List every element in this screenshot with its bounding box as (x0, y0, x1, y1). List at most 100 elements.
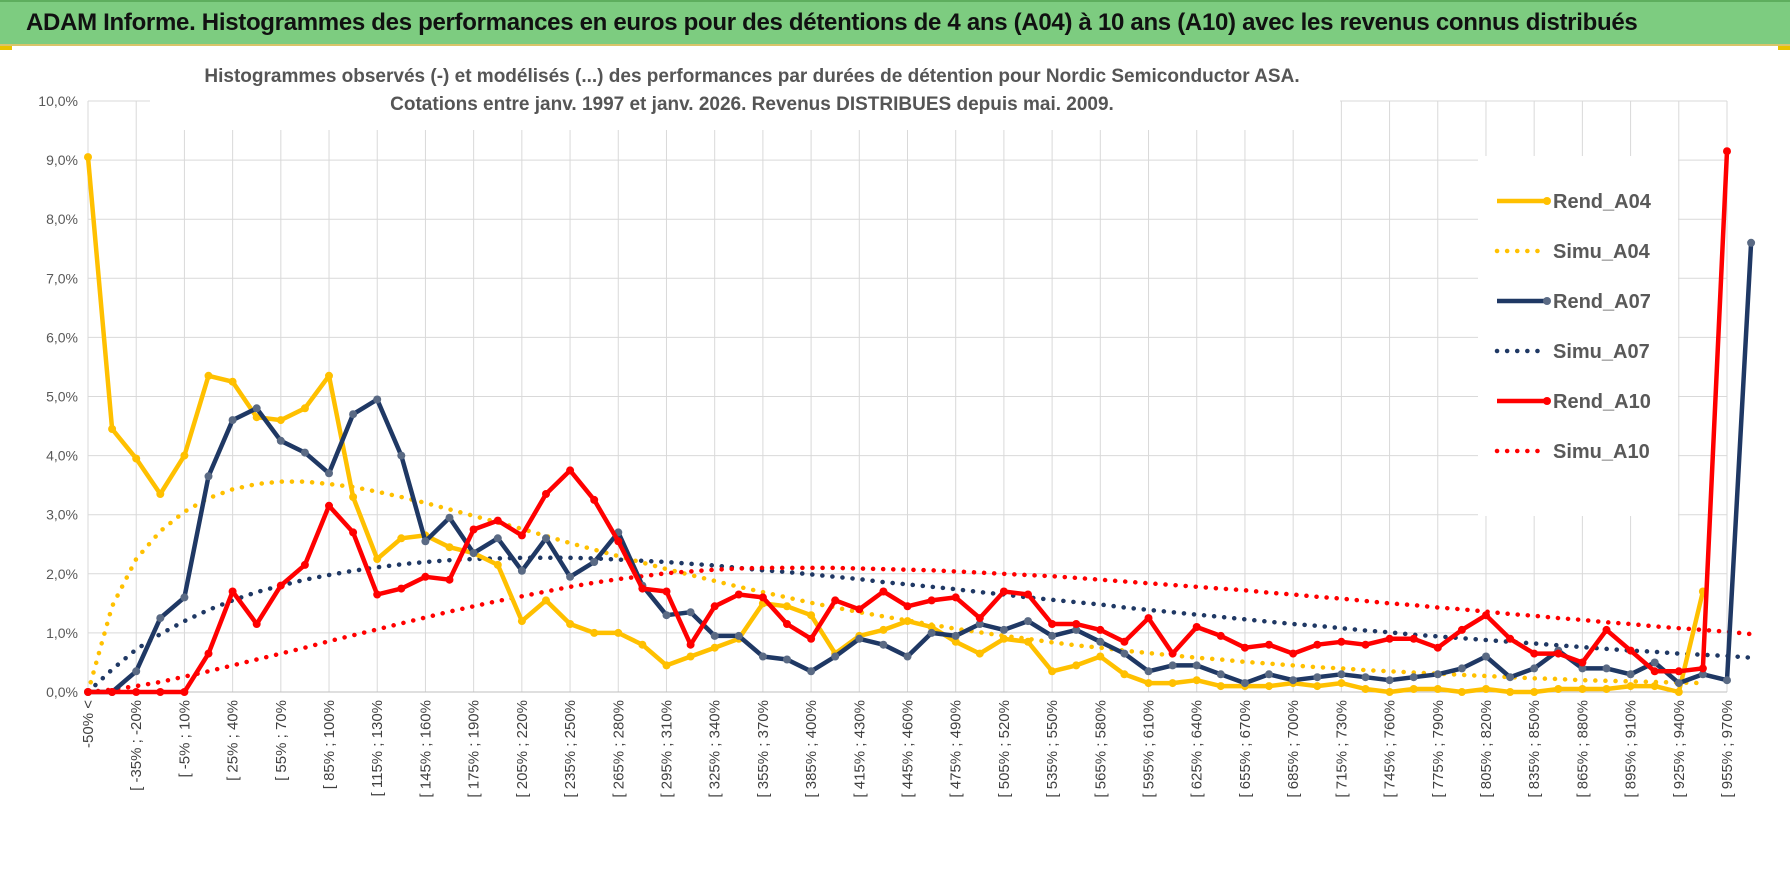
x-tick-label: [ 475% ; 490% (948, 700, 965, 798)
rend-a07-point (373, 395, 382, 404)
x-tick-label: [ 115% ; 130% (369, 700, 386, 796)
rend-a07-point (566, 572, 575, 581)
rend-a10-point (1144, 614, 1153, 623)
x-tick-label: [ 865% ; 880% (1574, 700, 1591, 798)
legend-label-rend-a10: Rend_A10 (1553, 391, 1651, 413)
x-tick-label: [ 745% ; 760% (1382, 700, 1399, 798)
rend-a04-point (349, 493, 358, 501)
rend-a07-point (1192, 661, 1201, 670)
axes: 0,0% 1,0% 2,0% 3,0% 4,0% 5,0% 6,0% 7,0% 8,0% 9,0%… (38, 93, 1736, 798)
rend-a07-point (1530, 664, 1539, 673)
rend-a07-point (734, 631, 743, 640)
rend-a07-point (1482, 652, 1490, 661)
x-tick-label: [ 715% ; 730% (1333, 700, 1350, 798)
rend-a04-point (1626, 682, 1635, 691)
rend-a07-point (493, 534, 502, 543)
rend-a07-point (132, 667, 141, 676)
chart-container: 0,0% 1,0% 2,0% 3,0% 4,0% 5,0% 6,0% 7,0% 8,0% 9,0%… (0, 46, 1790, 888)
rend-a10-point (542, 490, 550, 498)
rend-a04-line (85, 156, 1706, 695)
rend-a10-point (1385, 634, 1394, 643)
rend-a07-point (397, 451, 406, 460)
rend-a04-point (1602, 685, 1611, 693)
rend-a10-point (566, 466, 575, 475)
rend-a10-point (204, 649, 213, 658)
rend-a04-point (1192, 676, 1201, 685)
rend-a04-point (445, 543, 454, 552)
legend-label-simu-a04: Simu_A04 (1553, 241, 1651, 263)
y-tick-label: 5,0% (46, 389, 78, 405)
rend-a07-point (1168, 661, 1177, 670)
x-tick-label: [ 955% ; 970% (1719, 700, 1736, 798)
rend-a10-point (252, 620, 261, 628)
rend-a07-point (1096, 637, 1105, 646)
x-tick-label: [ 235% ; 250% (562, 700, 579, 798)
x-tick-label: [ 925% ; 940% (1671, 700, 1688, 798)
rend-a04-point (132, 454, 141, 463)
rend-a04-point (1096, 652, 1105, 661)
rend-a07-point (855, 634, 864, 643)
x-tick-label: [ 295% ; 310% (658, 700, 675, 798)
rend-a10-point (879, 587, 888, 596)
y-tick-label: 7,0% (46, 270, 78, 286)
chart-title-background (150, 60, 1340, 130)
rend-a07-point (999, 625, 1008, 634)
x-tick-label: [ 385% ; 400% (803, 700, 820, 798)
rend-a07-point (1289, 676, 1298, 685)
rend-a07-point (156, 614, 165, 623)
rend-a04-point (252, 413, 261, 422)
legend-marker-rend-a04 (1543, 197, 1551, 205)
rend-a04-point (1578, 685, 1587, 693)
x-tick-label: [ 25% ; 40% (225, 700, 242, 781)
rend-a04-point (1216, 682, 1225, 691)
y-tick-label: 1,0% (46, 625, 78, 641)
rend-a07-point (1723, 676, 1731, 685)
rend-a04-point (84, 153, 92, 162)
rend-a10-point (84, 688, 92, 696)
rend-a10-point (276, 581, 285, 590)
rend-a10-point (1506, 634, 1515, 643)
rend-a04-point (686, 652, 695, 661)
rend-a07-point (1120, 649, 1129, 658)
rend-a10-point (493, 516, 502, 525)
rend-a04-point (710, 643, 719, 652)
rend-a07-point (662, 611, 671, 620)
rend-a04-point (1385, 688, 1394, 696)
simu-a07-line (85, 555, 1754, 695)
rend-a07-point (1361, 673, 1370, 682)
rend-a04-point (1337, 679, 1346, 688)
rend-a07-point (927, 628, 936, 637)
rend-a07-point (1578, 664, 1587, 673)
rend-a10-point (1698, 664, 1707, 673)
rend-a04-point (156, 490, 165, 498)
rend-a04-point (1144, 679, 1153, 688)
x-tick-label: [ 85% ; 100% (321, 700, 338, 789)
rend-a10-point (1650, 667, 1659, 676)
rend-a04-point (1650, 682, 1659, 691)
rend-a07-point (1072, 625, 1081, 634)
rend-a10-point (1289, 649, 1298, 658)
rend-a04-point (1024, 637, 1032, 646)
rend-a10-point (927, 596, 936, 605)
y-tick-label: 10,0% (38, 93, 78, 109)
rend-a10-point (951, 593, 960, 602)
rend-a10-point (975, 614, 984, 623)
rend-a10-point (325, 501, 333, 510)
rend-a10-point (1024, 590, 1032, 599)
rend-a07-point (783, 655, 791, 664)
rend-a04-point (1482, 685, 1490, 693)
rend-a10-point (156, 688, 165, 696)
rend-a07-point (445, 513, 454, 522)
rend-a07-point (951, 631, 960, 640)
rend-a04-point (1313, 682, 1322, 691)
rend-a04-point (542, 596, 550, 605)
rend-a04-point (614, 628, 623, 637)
rend-a04-point (1433, 685, 1442, 693)
rend-a10-point (445, 575, 454, 584)
rend-a10-point (132, 688, 141, 696)
chart-title-line2: Cotations entre janv. 1997 et janv. 2026… (390, 94, 1114, 115)
rend-a07-point (1337, 670, 1346, 679)
header-banner: ADAM Informe. Histogrammes des performan… (0, 0, 1790, 46)
x-tick-label: [ 775% ; 790% (1430, 700, 1447, 798)
rend-a10-point (1313, 640, 1322, 649)
